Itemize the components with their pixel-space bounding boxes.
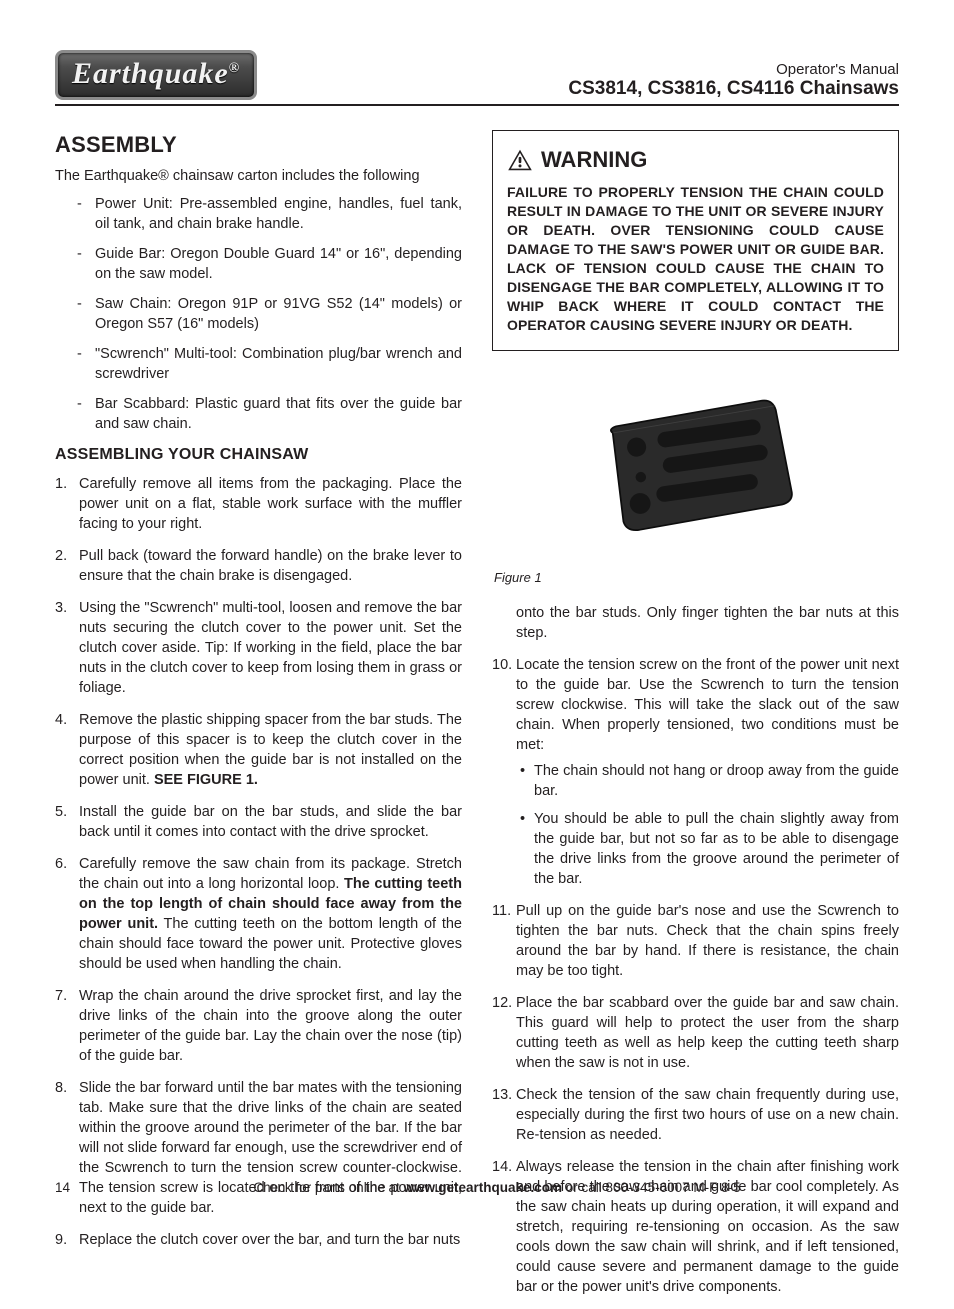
model-line: CS3814, CS3816, CS4116 Chainsaws: [568, 78, 899, 100]
warning-title-row: WARNING: [507, 145, 884, 175]
assembly-steps-10plus: Locate the tension screw on the front of…: [492, 655, 899, 1297]
warning-title-text: WARNING: [541, 145, 647, 175]
list-item: Guide Bar: Oregon Double Guard 14" or 16…: [95, 244, 462, 284]
list-item: The chain should not hang or droop away …: [534, 761, 899, 801]
footer-url: www.getearthquake.com: [403, 1180, 562, 1195]
subheading-assembling: ASSEMBLING YOUR CHAINSAW: [55, 444, 462, 466]
step4-bold: SEE FIGURE 1.: [154, 772, 258, 788]
step-item: Wrap the chain around the drive sprocket…: [79, 986, 462, 1066]
step-item: Replace the clutch cover over the bar, a…: [79, 1230, 462, 1250]
header-right: Operator's Manual CS3814, CS3816, CS4116…: [568, 61, 899, 100]
step4-text: Remove the plastic shipping spacer from …: [79, 712, 462, 788]
step-item: Locate the tension screw on the front of…: [516, 655, 899, 889]
footer-text: Check for parts online at www.getearthqu…: [95, 1180, 899, 1195]
right-column: WARNING FAILURE TO PROPERLY TENSION THE …: [492, 130, 899, 1309]
list-item: "Scwrench" Multi-tool: Combination plug/…: [95, 344, 462, 384]
step-item: Pull up on the guide bar's nose and use …: [516, 901, 899, 981]
step-item: Always release the tension in the chain …: [516, 1157, 899, 1297]
operators-manual-label: Operator's Manual: [568, 61, 899, 78]
brand-name: Earthquake: [72, 57, 229, 90]
step-item: Carefully remove the saw chain from its …: [79, 854, 462, 974]
carton-list: Power Unit: Pre-assembled engine, handle…: [55, 194, 462, 434]
list-item: Saw Chain: Oregon 91P or 91VG S52 (14" m…: [95, 294, 462, 334]
left-column: ASSEMBLY The Earthquake® chainsaw carton…: [55, 130, 462, 1309]
step-item: Remove the plastic shipping spacer from …: [79, 710, 462, 790]
header-rule: [55, 104, 899, 106]
warning-triangle-icon: [507, 149, 533, 171]
step-item: Place the bar scabbard over the guide ba…: [516, 993, 899, 1073]
list-item: Power Unit: Pre-assembled engine, handle…: [95, 194, 462, 234]
list-item: Bar Scabbard: Plastic guard that fits ov…: [95, 394, 462, 434]
section-title-assembly: ASSEMBLY: [55, 130, 462, 160]
list-item: You should be able to pull the chain sli…: [534, 809, 899, 889]
figure-1: Figure 1: [492, 365, 899, 587]
step-item: Carefully remove all items from the pack…: [79, 474, 462, 534]
step-item: Using the "Scwrench" multi-tool, loosen …: [79, 598, 462, 698]
clutch-cover-illustration: [566, 380, 826, 550]
step-item: Pull back (toward the forward handle) on…: [79, 546, 462, 586]
footer-pre: Check for parts online at: [253, 1180, 403, 1195]
step10-bullets: The chain should not hang or droop away …: [516, 761, 899, 889]
page-footer: 14 Check for parts online at www.geteart…: [55, 1180, 899, 1195]
figure-1-caption: Figure 1: [494, 569, 899, 587]
content-columns: ASSEMBLY The Earthquake® chainsaw carton…: [55, 130, 899, 1309]
brand-logo-plate: Earthquake®: [55, 50, 257, 100]
assembly-steps-continued: onto the bar studs. Only finger tighten …: [492, 603, 899, 643]
page-number: 14: [55, 1180, 95, 1195]
warning-body: FAILURE TO PROPERLY TENSION THE CHAIN CO…: [507, 183, 884, 334]
footer-post: or call 800-345-6007 M-F 8-5: [562, 1180, 741, 1195]
step-item: Slide the bar forward until the bar mate…: [79, 1078, 462, 1218]
step-item: Install the guide bar on the bar studs, …: [79, 802, 462, 842]
step10-text: Locate the tension screw on the front of…: [516, 657, 899, 753]
step9-continuation: onto the bar studs. Only finger tighten …: [516, 603, 899, 643]
page-header: Earthquake® Operator's Manual CS3814, CS…: [55, 50, 899, 100]
assembly-intro: The Earthquake® chainsaw carton includes…: [55, 166, 462, 186]
warning-box: WARNING FAILURE TO PROPERLY TENSION THE …: [492, 130, 899, 351]
figure-1-image: [492, 365, 899, 565]
step-item: Check the tension of the saw chain frequ…: [516, 1085, 899, 1145]
assembly-steps: Carefully remove all items from the pack…: [55, 474, 462, 1250]
